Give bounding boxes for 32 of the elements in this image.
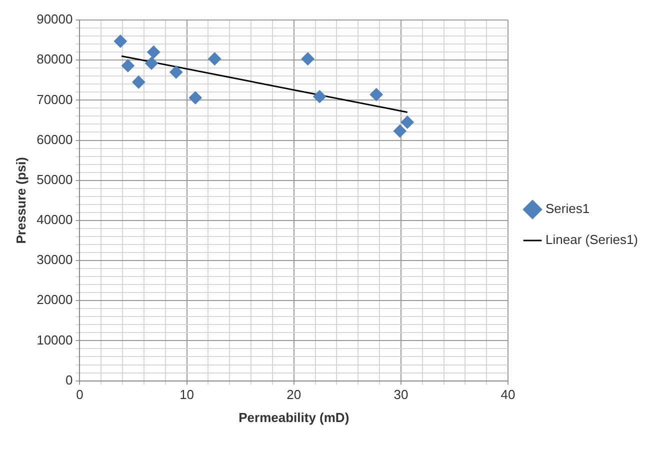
legend-label: Linear (Series1) (546, 232, 638, 248)
point (170, 66, 183, 79)
x-tick-label: 0 (76, 387, 84, 402)
point (393, 124, 406, 138)
x-tick-label: 40 (500, 387, 516, 402)
point (144, 56, 158, 70)
point (188, 91, 202, 104)
y-tick-label: 50000 (36, 172, 73, 187)
y-tick-label: 30000 (36, 252, 73, 268)
point (121, 59, 134, 72)
point (301, 52, 314, 66)
x-axis-title: Permeability (mD) (238, 410, 350, 425)
x-tick-label: 10 (180, 387, 194, 402)
y-tick-label: 0 (66, 372, 73, 388)
point (400, 116, 414, 129)
y-tick-label: 70000 (36, 92, 73, 107)
y-tick-label: 90000 (36, 12, 73, 27)
y-tick-label: 40000 (36, 212, 73, 228)
y-tick-label: 80000 (36, 52, 73, 67)
y-tick-label: 10000 (36, 332, 73, 348)
point (370, 88, 383, 102)
point (313, 90, 326, 104)
point (132, 76, 146, 89)
point (147, 46, 160, 59)
legend-label: Series1 (546, 201, 590, 216)
y-tick-label: 20000 (36, 292, 73, 308)
point (114, 34, 127, 48)
y-tick-label: 60000 (36, 132, 73, 147)
x-tick-label: 30 (394, 387, 408, 402)
point (208, 52, 222, 66)
y-axis-title: Pressure (psi) (13, 157, 28, 244)
x-tick-label: 20 (286, 387, 302, 402)
